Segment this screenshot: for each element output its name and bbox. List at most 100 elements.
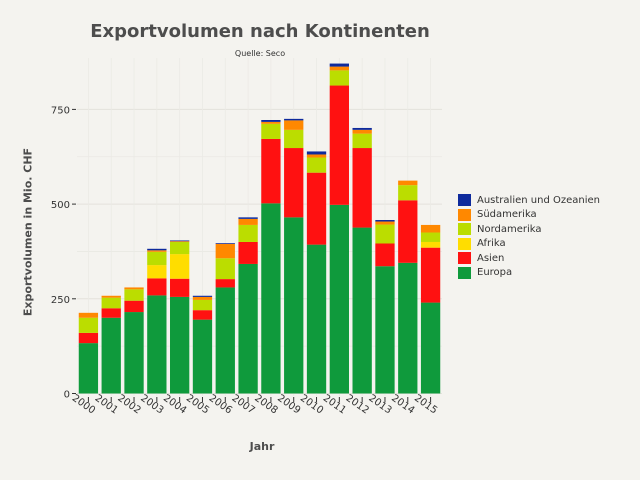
bar-segment	[78, 332, 99, 344]
x-tick-label: 2008	[252, 393, 279, 417]
legend-item: Asien	[458, 251, 600, 266]
y-tick-label: 750	[51, 105, 70, 116]
bar-segment	[375, 243, 395, 267]
bar-segment	[420, 302, 441, 394]
y-tick-label: 0	[64, 390, 70, 401]
x-tick-label: 2015	[412, 393, 439, 417]
bar-segment	[170, 278, 190, 297]
bar-segment	[375, 221, 395, 225]
bar-segment	[101, 317, 121, 394]
bar-segment	[147, 265, 167, 279]
bar-segment	[101, 308, 121, 318]
bar-segment	[238, 263, 258, 394]
y-tick-label: 250	[51, 295, 70, 306]
chart-subtitle: Quelle: Seco	[234, 49, 286, 58]
bar-segment	[101, 295, 121, 298]
bar-segment	[261, 203, 281, 394]
x-tick-label: 2002	[115, 393, 142, 417]
bar-segment	[306, 151, 327, 155]
bar-segment	[352, 148, 372, 228]
bar-segment	[170, 296, 190, 394]
bar-segment	[147, 251, 167, 266]
x-tick-label: 2005	[184, 393, 211, 417]
bar-segment	[375, 220, 395, 222]
bar-segment	[329, 204, 349, 394]
legend-item: Afrika	[458, 237, 600, 252]
x-tick-label: 2007	[230, 393, 257, 417]
x-tick-label: 2001	[93, 393, 120, 417]
bar-segment	[170, 241, 190, 255]
bar-segment	[398, 200, 418, 263]
bar-segment	[215, 287, 235, 394]
bar-segment	[375, 266, 395, 394]
bar-segment	[420, 241, 441, 248]
bar-segment	[284, 120, 304, 130]
legend-label: Nordamerika	[477, 223, 542, 235]
bar-segment	[170, 240, 190, 242]
x-axis-label: Jahr	[249, 440, 275, 453]
bar-segment	[192, 319, 213, 394]
x-tick-label: 2009	[275, 393, 302, 417]
bar-segment	[261, 121, 281, 124]
bar-segment	[306, 154, 327, 158]
x-tick-label: 2011	[321, 393, 348, 417]
legend-label: Australien und Ozeanien	[477, 194, 600, 206]
bar-segment	[124, 287, 144, 290]
bar-segment	[329, 63, 349, 67]
bar-segment	[170, 241, 190, 242]
x-tick-label: 2013	[366, 393, 393, 417]
legend-label: Asien	[477, 252, 505, 264]
bar-segment	[147, 250, 167, 252]
bar-segment	[238, 224, 258, 242]
bar-segment	[352, 127, 372, 130]
x-tick-label: 2003	[138, 393, 165, 417]
legend-item: Südamerika	[458, 208, 600, 223]
bar-segment	[78, 317, 99, 333]
bar-segment	[352, 129, 372, 134]
x-tick-label: 2004	[161, 393, 188, 417]
x-tick-label: 2006	[207, 393, 234, 417]
bar-segment	[420, 224, 441, 233]
legend-swatch	[458, 237, 471, 250]
bar-segment	[78, 312, 99, 318]
bar-segment	[124, 289, 144, 301]
bar-segment	[261, 123, 281, 139]
legend-label: Afrika	[477, 238, 506, 250]
bar-segment	[352, 133, 372, 149]
y-tick-label: 500	[51, 200, 70, 211]
x-tick-label: 2010	[298, 393, 325, 417]
bar-segment	[261, 138, 281, 204]
bar-segment	[238, 217, 258, 219]
bar-segment	[192, 296, 213, 300]
bar-segment	[78, 343, 99, 394]
bar-segment	[215, 279, 235, 288]
bar-segment	[238, 218, 258, 225]
bar-segment	[284, 129, 304, 149]
bar-segment	[170, 254, 190, 279]
bar-segment	[215, 243, 235, 259]
bar-segment	[215, 243, 235, 244]
bar-segment	[420, 247, 441, 303]
bar-segment	[192, 295, 213, 297]
bar-segment	[124, 312, 144, 394]
legend-swatch	[458, 223, 471, 236]
bar-segment	[192, 299, 213, 311]
bar-segment	[306, 172, 327, 245]
x-tick-label: 2000	[70, 393, 97, 417]
bar-segment	[329, 85, 349, 205]
bar-segment	[192, 310, 213, 320]
bar-segment	[284, 118, 304, 121]
bar-segment	[329, 70, 349, 86]
x-tick-label: 2014	[389, 393, 416, 417]
legend: Australien und Ozeanien Südamerika Nordame…	[458, 193, 600, 280]
legend-item: Australien und Ozeanien	[458, 193, 600, 208]
bar-segment	[147, 295, 167, 394]
bar-segment	[261, 120, 281, 122]
legend-swatch	[458, 208, 471, 221]
bar-segment	[329, 66, 349, 71]
legend-label: Europa	[477, 267, 513, 279]
bar-segment	[398, 262, 418, 394]
legend-item: Nordamerika	[458, 222, 600, 237]
bar-segment	[398, 185, 418, 201]
x-tick-label: 2012	[344, 393, 371, 417]
